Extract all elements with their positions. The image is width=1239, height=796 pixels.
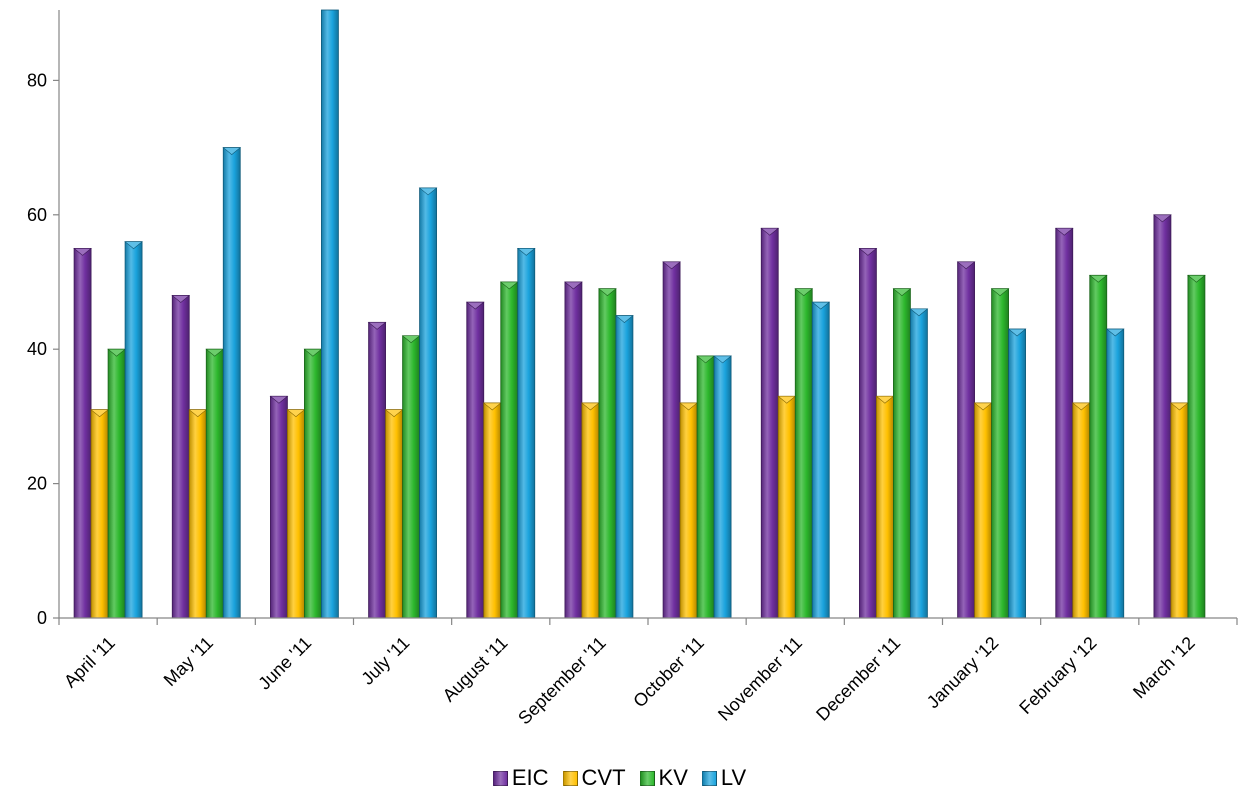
x-tick-label: December '11 [812, 633, 904, 725]
y-axis-ticks: 0 20 40 60 80 [27, 70, 59, 628]
bar-cvt-1 [188, 409, 208, 619]
bar-lv-2 [321, 9, 339, 619]
y-tick-label: 80 [27, 70, 47, 90]
bar-cvt-6 [679, 402, 698, 619]
bar-eic-8 [858, 247, 878, 619]
bar-chart: 0 20 40 60 80 April '11 May '11 June '11 July '… [27, 9, 1238, 729]
y-tick-label: 0 [37, 608, 47, 628]
y-tick-label: 20 [27, 474, 47, 494]
bar-lv-6 [713, 355, 732, 619]
bar-kv-5 [598, 288, 617, 619]
legend-swatch [492, 770, 508, 786]
legend-swatch [639, 770, 655, 786]
bar-lv-10 [1105, 328, 1125, 619]
legend-label: EIC [511, 765, 549, 790]
legend-swatch [562, 770, 578, 786]
bar-cvt-2 [286, 409, 306, 619]
bar-eic-9 [956, 261, 976, 619]
legend-swatch [701, 770, 717, 786]
bar-eic-1 [171, 295, 191, 619]
x-tick-label: June '11 [254, 633, 315, 694]
legend-label: CVT [581, 765, 626, 790]
bar-lv-3 [418, 187, 438, 619]
bar-eic-5 [564, 281, 583, 619]
bar-cvt-3 [384, 409, 404, 619]
x-tick-label: July '11 [357, 633, 413, 689]
bar-lv-8 [909, 308, 929, 619]
x-tick-label: February '12 [1015, 633, 1100, 718]
x-tick-label: October '11 [629, 633, 708, 712]
legend-item-kv: KV [639, 765, 688, 791]
bar-cvt-8 [875, 395, 895, 619]
x-tick-label: January '12 [923, 633, 1003, 713]
bar-cvt-0 [90, 409, 109, 619]
bar-cvt-4 [482, 402, 502, 619]
bar-lv-1 [222, 147, 242, 619]
bar-eic-10 [1054, 227, 1074, 619]
bar-kv-2 [303, 348, 323, 619]
bar-kv-4 [499, 281, 519, 619]
bar-eic-6 [662, 261, 681, 619]
chart-legend: EIC CVT KV LV [0, 763, 1239, 793]
x-tick-label: May '11 [160, 633, 217, 690]
bar-eic-4 [465, 301, 485, 619]
bar-eic-2 [269, 395, 289, 619]
bar-kv-11 [1187, 274, 1206, 619]
legend-label: LV [720, 765, 747, 790]
x-tick-label: August '11 [439, 633, 512, 706]
bar-cvt-5 [581, 402, 600, 619]
x-tick-label: September '11 [514, 633, 610, 729]
bar-eic-11 [1153, 214, 1172, 619]
bar-cvt-11 [1170, 402, 1189, 619]
bar-kv-10 [1088, 274, 1108, 619]
bar-eic-3 [367, 321, 387, 619]
bar-kv-8 [892, 288, 912, 619]
bar-lv-0 [124, 241, 143, 619]
bar-cvt-7 [777, 395, 797, 619]
bar-kv-3 [401, 335, 421, 619]
bar-eic-0 [73, 247, 92, 619]
bar-kv-6 [696, 355, 715, 619]
bar-cvt-10 [1071, 402, 1091, 619]
x-axis-ticks: April '11 May '11 June '11 July '11 August '… [58, 618, 1238, 729]
legend-item-cvt: CVT [562, 765, 626, 791]
bar-lv-4 [516, 247, 536, 619]
legend-item-lv: LV [701, 765, 747, 791]
bar-eic-7 [760, 227, 780, 619]
legend-item-eic: EIC [492, 765, 549, 791]
bar-cvt-9 [973, 402, 993, 619]
legend-label: KV [658, 765, 688, 790]
bar-lv-5 [615, 315, 634, 619]
x-tick-label: March '12 [1129, 633, 1199, 703]
bar-lv-9 [1007, 328, 1027, 619]
x-tick-label: April '11 [60, 633, 119, 692]
bar-kv-1 [205, 348, 225, 619]
bar-kv-9 [990, 288, 1010, 619]
bars-layer [73, 9, 1206, 619]
y-tick-label: 60 [27, 205, 47, 225]
bar-lv-7 [811, 301, 831, 619]
bar-kv-7 [794, 288, 814, 619]
x-tick-label: November '11 [714, 633, 806, 725]
bar-kv-0 [107, 348, 126, 619]
y-tick-label: 40 [27, 339, 47, 359]
